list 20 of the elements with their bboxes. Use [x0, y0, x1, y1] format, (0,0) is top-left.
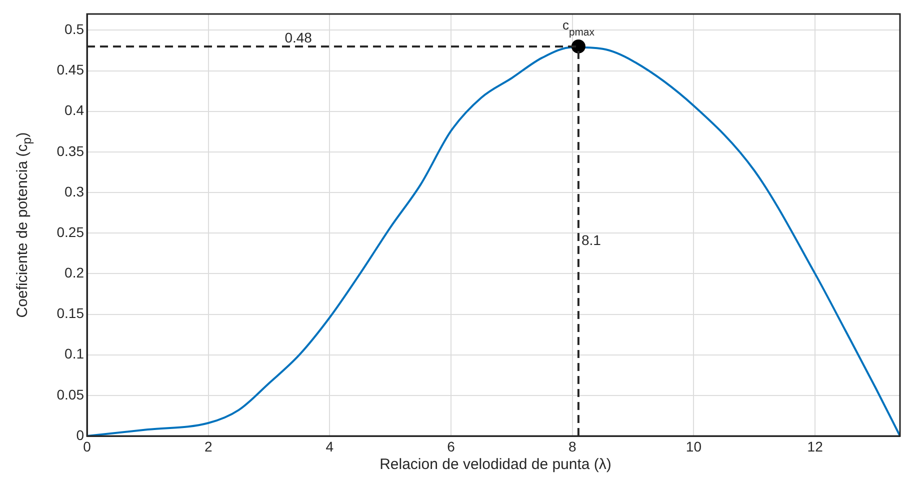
x-tick-label: 10 [686, 438, 702, 454]
y-tick-label: 0.25 [56, 224, 84, 240]
y-tick-label: 0.5 [64, 21, 84, 38]
ref-line-label: 0.48 [284, 29, 312, 46]
y-tick-label: 0.3 [64, 183, 84, 200]
y-tick-label: 0.4 [64, 102, 84, 118]
y-tick-label: 0.15 [56, 305, 84, 322]
x-tick-label: 2 [204, 438, 212, 454]
x-tick-label: 12 [807, 438, 824, 454]
y-tick-label: 0.35 [56, 142, 84, 159]
x-tick-label: 8 [568, 438, 576, 454]
x-axis-title: Relacion de velodidad de punta (λ) [378, 456, 612, 473]
y-tick-label: 0.05 [56, 386, 84, 402]
x-tick-label: 6 [447, 438, 456, 454]
y-tick-label: 0.2 [64, 264, 84, 281]
ref-line-label: 8.1 [581, 232, 602, 248]
y-tick-label: 0.45 [56, 62, 84, 78]
y-tick-label: 0.1 [64, 346, 84, 362]
x-tick-label: 4 [326, 438, 334, 454]
y-tick-label: 0 [76, 426, 84, 443]
